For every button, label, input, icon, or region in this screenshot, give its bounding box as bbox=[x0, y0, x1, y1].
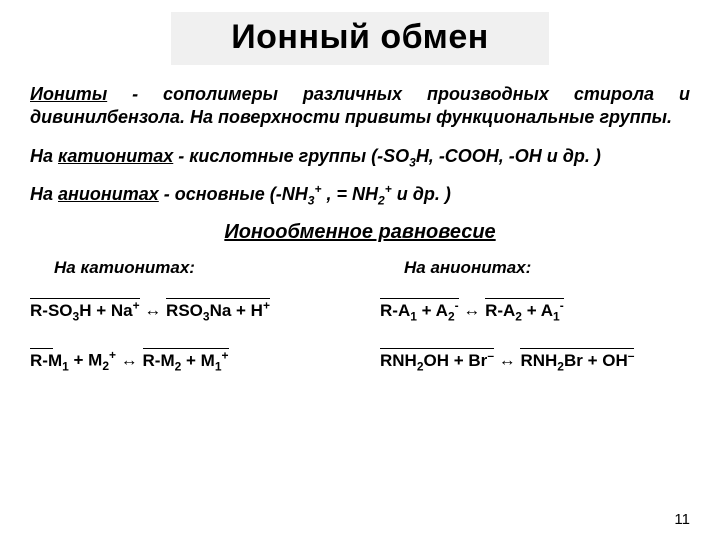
anion-sup2: + bbox=[385, 182, 392, 196]
eq3-arrow: ↔ bbox=[459, 301, 485, 320]
cation-prefix: На bbox=[30, 146, 58, 166]
title-wrap: Ионный обмен bbox=[30, 12, 690, 65]
anion-sub2: 2 bbox=[378, 193, 385, 207]
equation-1: R-SO3H + Na+ ↔ RSO3Na + H+ bbox=[30, 294, 340, 328]
equation-2: R-M1 + M2+ ↔ R-M2 + M1+ bbox=[30, 344, 340, 378]
equations-columns: На катионитах: R-SO3H + Na+ ↔ RSO3Na + H… bbox=[30, 254, 690, 394]
cation-underline: катионитах bbox=[58, 146, 173, 166]
eq3-left: R-A1 + A2- bbox=[380, 301, 459, 320]
eq4-right: RNH2Br + OH– bbox=[520, 351, 634, 370]
equation-4: RNH2OH + Br– ↔ RNH2Br + OH– bbox=[380, 344, 690, 378]
intro-paragraph: Иониты - сополимеры различных производны… bbox=[30, 83, 690, 128]
eq2-right: R-M2 + M1+ bbox=[143, 351, 229, 370]
eq4-left: RNH2OH + Br– bbox=[380, 351, 494, 370]
cation-sub: 3 bbox=[409, 156, 416, 170]
anion-line: На анионитах - основные (-NH3+ , = NH2+ … bbox=[30, 182, 690, 208]
anion-underline: анионитах bbox=[58, 184, 159, 204]
eq4-arrow: ↔ bbox=[494, 351, 520, 370]
cation-line: На катионитах - кислотные группы (-SO3H,… bbox=[30, 146, 690, 170]
eq1-right: RSO3Na + H+ bbox=[166, 301, 270, 320]
anion-tail: и др. ) bbox=[392, 184, 451, 204]
eq1-left: R-SO3H + Na+ bbox=[30, 301, 140, 320]
intro-term: Иониты bbox=[30, 84, 107, 104]
cation-tail: H, -COOH, -OH и др. ) bbox=[416, 146, 601, 166]
anion-mid: , = NH bbox=[321, 184, 378, 204]
equilibrium-header: Ионообменное равновесие bbox=[30, 221, 690, 244]
eq2-left: R-M1 bbox=[30, 351, 69, 370]
page-number: 11 bbox=[674, 511, 690, 528]
anion-prefix: На bbox=[30, 184, 58, 204]
left-column: На катионитах: R-SO3H + Na+ ↔ RSO3Na + H… bbox=[30, 254, 340, 394]
eq3-right: R-A2 + A1- bbox=[485, 301, 564, 320]
eq1-arrow: ↔ bbox=[140, 301, 166, 320]
intro-rest: - сополимеры различных производных стиро… bbox=[30, 84, 690, 127]
page-title: Ионный обмен bbox=[171, 12, 549, 65]
cation-after: - кислотные группы (-SO bbox=[173, 146, 409, 166]
right-column-label: На анионитах: bbox=[404, 258, 690, 278]
equation-3: R-A1 + A2- ↔ R-A2 + A1- bbox=[380, 294, 690, 328]
right-column: На анионитах: R-A1 + A2- ↔ R-A2 + A1- RN… bbox=[380, 254, 690, 394]
eq2-arrow: ↔ bbox=[116, 351, 142, 370]
left-column-label: На катионитах: bbox=[54, 258, 340, 278]
slide: Ионный обмен Иониты - сополимеры различн… bbox=[0, 0, 720, 540]
anion-after: - основные (-NH bbox=[159, 184, 308, 204]
